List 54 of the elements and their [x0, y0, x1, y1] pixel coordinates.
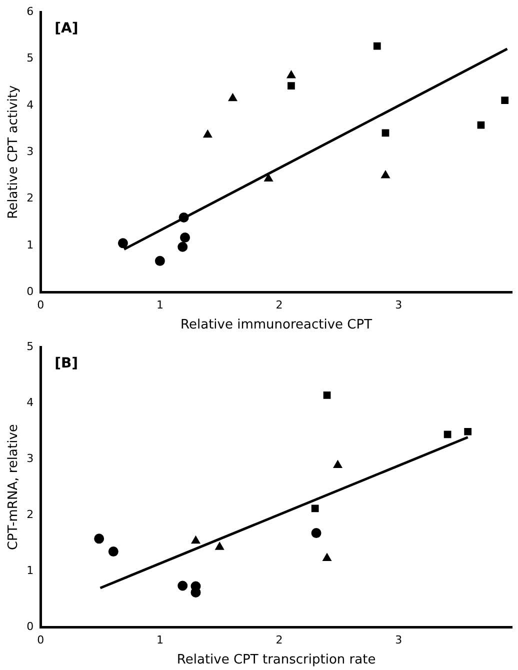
- y-tick-label: 1: [26, 564, 34, 578]
- point: [501, 96, 509, 104]
- x-tick-label: 2: [276, 298, 283, 312]
- point: [311, 528, 322, 538]
- y-axis-title: CPT-mRNA, relative: [6, 424, 22, 550]
- x-tick-label: 0: [37, 298, 44, 312]
- point: [108, 546, 118, 557]
- y-tick-label: 3: [26, 144, 34, 158]
- y-tick-label: 2: [26, 192, 34, 205]
- point: [264, 174, 273, 182]
- point: [178, 242, 188, 252]
- point: [180, 232, 190, 243]
- y-tick-label: 0: [26, 285, 34, 298]
- x-tick-label: 2: [276, 634, 283, 647]
- x-tick-label: 3: [395, 298, 402, 312]
- x-axis-title: Relative immunoreactive CPT: [180, 318, 372, 333]
- point: [322, 553, 332, 562]
- y-tick-label: 4: [26, 98, 34, 112]
- point: [444, 430, 452, 438]
- y-tick-label: 1: [26, 238, 34, 252]
- y-tick-label: 0: [26, 620, 34, 634]
- annotation: [A]: [54, 20, 78, 37]
- point: [178, 580, 188, 591]
- point: [333, 460, 342, 468]
- x-tick-label: 1: [156, 298, 164, 312]
- point: [311, 504, 319, 512]
- y-tick-label: 5: [26, 52, 34, 65]
- y-tick-label: 4: [26, 396, 34, 409]
- y-tick-label: 6: [26, 4, 34, 18]
- point: [477, 121, 485, 129]
- point: [464, 428, 472, 436]
- point: [228, 93, 238, 102]
- point: [215, 542, 224, 550]
- x-tick-label: 1: [156, 634, 164, 647]
- point: [191, 536, 200, 544]
- point: [288, 82, 295, 90]
- point: [203, 130, 212, 138]
- y-tick-label: 3: [26, 452, 34, 465]
- x-tick-label: 3: [395, 634, 402, 647]
- point: [286, 70, 296, 78]
- point: [154, 256, 165, 266]
- point: [382, 129, 390, 137]
- point: [94, 534, 104, 544]
- point: [381, 170, 390, 178]
- x-tick-label: 0: [37, 634, 44, 647]
- y-tick-label: 2: [26, 508, 34, 521]
- y-axis-title: Relative CPT activity: [6, 85, 22, 219]
- annotation: [B]: [54, 356, 78, 372]
- x-axis-title: Relative CPT transcription rate: [176, 652, 376, 668]
- point: [373, 42, 381, 50]
- y-tick-label: 5: [26, 340, 34, 353]
- point: [323, 392, 331, 399]
- point: [178, 212, 189, 222]
- point: [118, 238, 128, 248]
